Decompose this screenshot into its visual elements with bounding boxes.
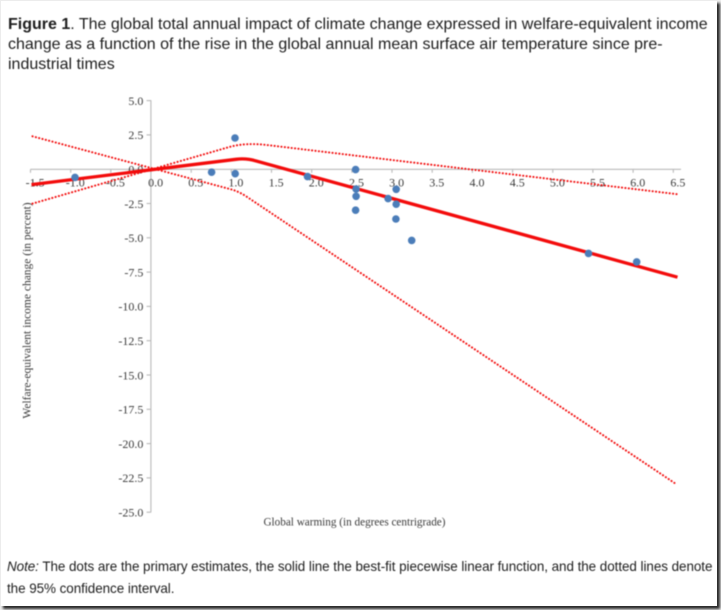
svg-text:Welfare-equivalent income chan: Welfare-equivalent income change (in per… [21, 202, 33, 418]
svg-text:-5.0: -5.0 [124, 231, 143, 245]
svg-text:1.0: 1.0 [228, 176, 243, 190]
svg-text:5.0: 5.0 [550, 176, 565, 190]
svg-text:6.0: 6.0 [630, 176, 645, 190]
svg-text:6.5: 6.5 [670, 176, 685, 190]
svg-text:-22.5: -22.5 [118, 471, 143, 485]
svg-text:2.5: 2.5 [128, 128, 143, 142]
svg-text:2.5: 2.5 [349, 176, 364, 190]
svg-text:-17.5: -17.5 [118, 403, 143, 417]
svg-text:-1.5: -1.5 [26, 176, 45, 190]
svg-text:3.0: 3.0 [389, 176, 404, 190]
svg-text:5.5: 5.5 [590, 176, 605, 190]
svg-text:-20.0: -20.0 [118, 437, 143, 451]
svg-text:0.0: 0.0 [128, 163, 143, 177]
svg-text:5.0: 5.0 [128, 94, 143, 108]
svg-text:-25.0: -25.0 [118, 506, 143, 520]
svg-text:0.5: 0.5 [188, 176, 203, 190]
svg-text:4.5: 4.5 [510, 176, 525, 190]
svg-text:3.5: 3.5 [429, 176, 444, 190]
svg-text:Global warming (in degrees cen: Global warming (in degrees centrigrade) [263, 517, 445, 529]
svg-text:-12.5: -12.5 [118, 334, 143, 348]
svg-text:0.0: 0.0 [148, 176, 163, 190]
svg-text:-15.0: -15.0 [118, 368, 143, 382]
svg-text:4.0: 4.0 [470, 176, 485, 190]
svg-text:1.5: 1.5 [269, 176, 284, 190]
svg-text:2.0: 2.0 [309, 176, 324, 190]
svg-text:-10.0: -10.0 [118, 300, 143, 314]
svg-text:-0.5: -0.5 [106, 176, 125, 190]
svg-text:-2.5: -2.5 [124, 197, 143, 211]
svg-text:-1.0: -1.0 [66, 176, 85, 190]
svg-text:-7.5: -7.5 [124, 265, 143, 279]
